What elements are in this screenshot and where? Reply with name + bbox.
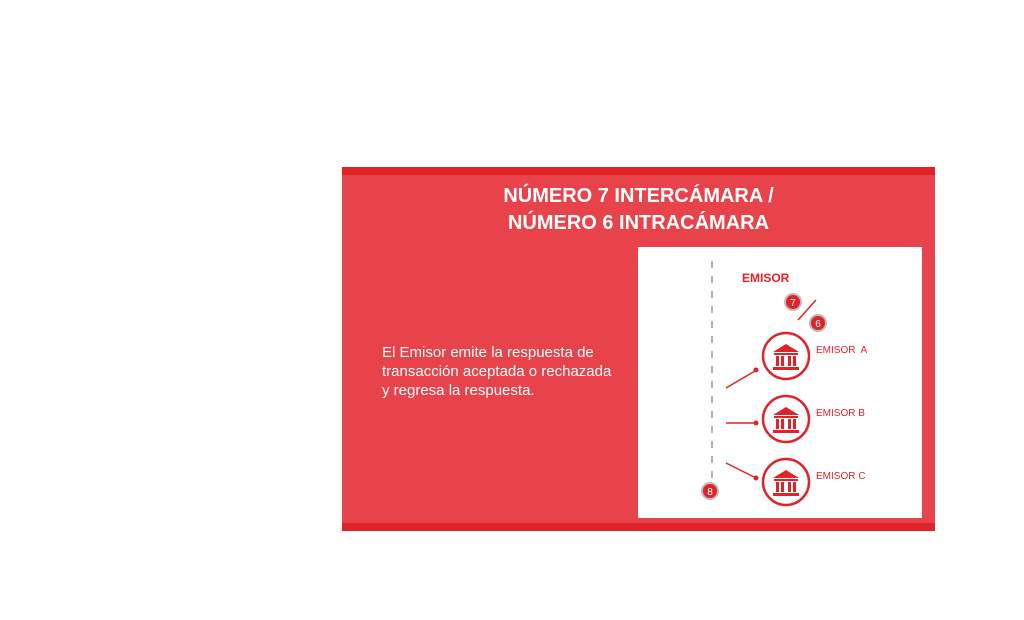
step-badge-7: 7 bbox=[784, 293, 802, 311]
step-badge-7-label: 7 bbox=[790, 298, 796, 309]
title-line-2: NÚMERO 6 INTRACÁMARA bbox=[507, 212, 770, 234]
bank-a-icon bbox=[761, 331, 811, 381]
step-badge-8: 8 bbox=[701, 482, 719, 500]
connector-b-dot bbox=[753, 420, 759, 426]
card-top-band bbox=[342, 167, 935, 175]
step-badge-8-label: 8 bbox=[707, 487, 713, 498]
step-badge-6-label: 6 bbox=[815, 319, 821, 330]
connector-c bbox=[725, 462, 755, 478]
connector-a-dot bbox=[753, 367, 759, 373]
bank-c-icon bbox=[761, 457, 811, 507]
bank-b-icon bbox=[761, 394, 811, 444]
step-separator-line bbox=[797, 299, 817, 321]
connector-a bbox=[725, 370, 756, 389]
card-title: NÚMERO 7 INTERCÁMARA / NÚMERO 6 INTRACÁM… bbox=[342, 183, 935, 237]
flow-diagram-graphics: 7 6 8 bbox=[701, 261, 827, 507]
bank-b-label: EMISOR B bbox=[816, 408, 865, 419]
bank-a-label: EMISOR A bbox=[816, 345, 868, 356]
bank-c-label: EMISOR C bbox=[816, 471, 866, 482]
description-text: El Emisor emite la respuesta de transacc… bbox=[382, 344, 612, 399]
flow-diagram: 7 6 8 bbox=[638, 247, 922, 518]
emisor-header: EMISOR bbox=[742, 271, 790, 285]
card-bottom-band bbox=[342, 523, 935, 531]
step-badge-6: 6 bbox=[809, 314, 827, 332]
title-line-1: NÚMERO 7 INTERCÁMARA / bbox=[503, 185, 774, 207]
info-card: NÚMERO 7 INTERCÁMARA / NÚMERO 6 INTRACÁM… bbox=[342, 167, 935, 531]
connector-c-dot bbox=[753, 475, 759, 481]
